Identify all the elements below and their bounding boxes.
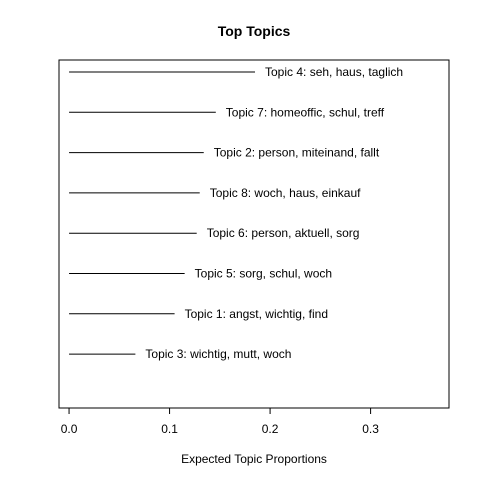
- topic-label: Topic 5: sorg, schul, woch: [195, 267, 332, 281]
- topic-label: Topic 3: wichtig, mutt, woch: [145, 347, 291, 361]
- x-axis: 0.0 0.1 0.2 0.3: [61, 407, 379, 436]
- x-tick-label: 0.2: [262, 422, 279, 436]
- chart-title: Top Topics: [218, 23, 291, 39]
- topic-label: Topic 4: seh, haus, taglich: [265, 65, 403, 79]
- series-layer: Topic 4: seh, haus, taglich Topic 7: home…: [69, 65, 403, 361]
- x-tick-label: 0.1: [161, 422, 178, 436]
- topic-label: Topic 1: angst, wichtig, find: [185, 307, 328, 321]
- x-axis-label: Expected Topic Proportions: [181, 452, 327, 466]
- topic-label: Topic 2: person, miteinand, fallt: [214, 146, 380, 160]
- x-tick-label: 0.0: [61, 422, 78, 436]
- topic-label: Topic 8: woch, haus, einkauf: [210, 186, 361, 200]
- topic-label: Topic 6: person, aktuell, sorg: [207, 226, 360, 240]
- x-tick-label: 0.3: [362, 422, 379, 436]
- topic-label: Topic 7: homeoffic, schul, treff: [226, 105, 385, 119]
